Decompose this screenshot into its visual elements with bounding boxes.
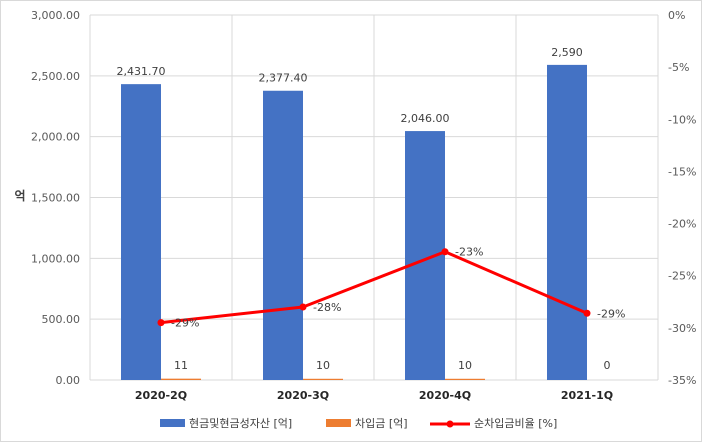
bar-borrowings xyxy=(303,378,343,380)
y-tick-label: 2,500.00 xyxy=(31,70,80,83)
data-label-ratio: -23% xyxy=(455,246,483,259)
legend-label-borrowings: 차입금 [억] xyxy=(355,417,408,430)
legend-label-cash: 현금및현금성자산 [억] xyxy=(189,417,292,430)
y2-tick-label: -5% xyxy=(668,61,689,74)
y2-tick-label: -25% xyxy=(668,270,696,283)
y-tick-label: 0.00 xyxy=(56,374,81,387)
y2-tick-label: -35% xyxy=(668,374,696,387)
data-label-borrowings: 0 xyxy=(604,359,611,372)
y-tick-label: 1,000.00 xyxy=(31,252,80,265)
y2-tick-label: -30% xyxy=(668,322,696,335)
x-tick-label: 2020-3Q xyxy=(277,389,329,402)
data-label-cash: 2,431.70 xyxy=(117,65,166,78)
x-tick-label: 2021-1Q xyxy=(561,389,613,402)
x-tick-label: 2020-4Q xyxy=(419,389,471,402)
data-label-borrowings: 10 xyxy=(316,359,330,372)
ratio-point xyxy=(441,248,449,256)
axes: 0.00 500.00 1,000.00 1,500.00 2,000.00 2,500.… xyxy=(31,9,696,402)
data-label-borrowings: 11 xyxy=(174,359,188,372)
bars xyxy=(121,64,587,381)
y-tick-label: 2,000.00 xyxy=(31,131,80,144)
data-label-ratio: -28% xyxy=(313,301,341,314)
bar-borrowings xyxy=(445,378,485,380)
data-label-cash: 2,590 xyxy=(551,46,583,59)
legend-swatch-cash xyxy=(160,419,185,427)
bar-cash xyxy=(121,84,161,381)
bar-cash xyxy=(547,64,587,380)
data-label-cash: 2,046.00 xyxy=(401,112,450,125)
data-label-borrowings: 10 xyxy=(458,359,472,372)
ratio-point xyxy=(299,303,307,311)
ratio-point xyxy=(583,309,591,317)
legend-label-ratio: 순차입금비율 [%] xyxy=(474,417,557,430)
bar-cash xyxy=(263,90,303,380)
bar-borrowings xyxy=(161,378,201,380)
y-tick-label: 3,000.00 xyxy=(31,9,80,22)
data-label-ratio: -29% xyxy=(171,317,199,330)
data-label-ratio: -29% xyxy=(597,307,625,320)
y-tick-label: 500.00 xyxy=(42,313,81,326)
ratio-line xyxy=(157,248,591,327)
x-tick-label: 2020-2Q xyxy=(135,389,187,402)
data-labels: 2,431.70 11 2,377.40 10 2,046.00 10 2,590 0 -29%… xyxy=(117,46,626,372)
y2-tick-label: 0% xyxy=(668,9,685,22)
legend-swatch-borrowings xyxy=(326,419,351,427)
legend-marker-ratio xyxy=(446,420,454,428)
data-label-cash: 2,377.40 xyxy=(259,72,308,85)
ratio-line-path xyxy=(160,250,588,325)
y-axis-label: 억 xyxy=(14,189,25,203)
y2-tick-label: -20% xyxy=(668,218,696,231)
ratio-point xyxy=(157,319,165,327)
y2-tick-label: -15% xyxy=(668,165,696,178)
y-tick-label: 1,500.00 xyxy=(31,192,80,205)
legend: 현금및현금성자산 [억] 차입금 [억] 순차입금비율 [%] xyxy=(160,417,557,430)
y2-tick-label: -10% xyxy=(668,113,696,126)
